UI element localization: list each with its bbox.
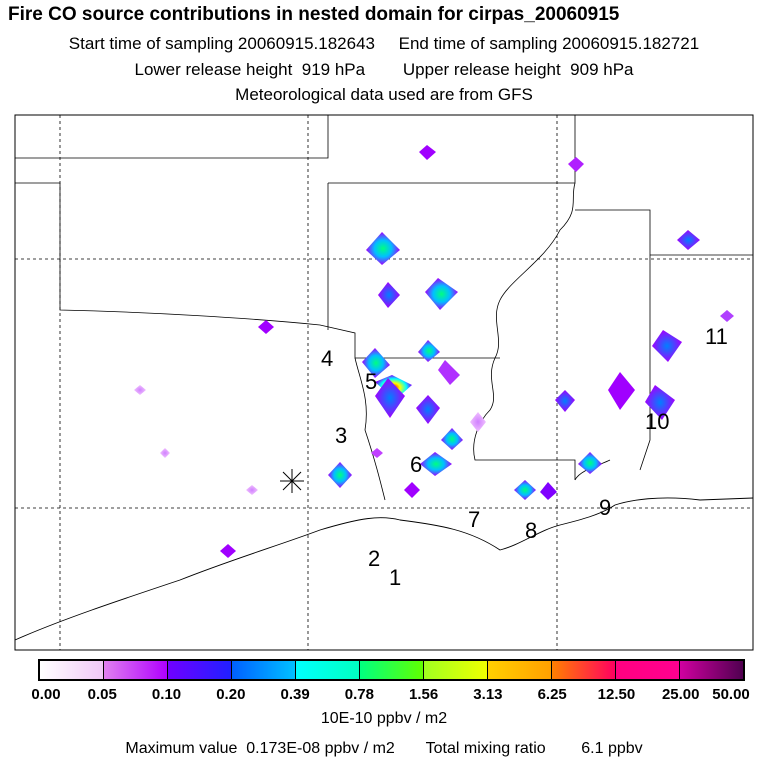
colorbar-segment xyxy=(40,661,104,679)
colorbar-tick-label: 0.10 xyxy=(151,686,182,703)
source-label: 11 xyxy=(705,324,728,349)
source-label: 10 xyxy=(645,409,669,434)
colorbar-segment xyxy=(232,661,296,679)
source-label: 5 xyxy=(365,369,377,394)
colorbar-tick-label: 0.00 xyxy=(31,686,61,703)
colorbar-tick-label: 50.00 xyxy=(712,686,750,703)
colorbar-tick-label: 0.39 xyxy=(280,686,310,703)
summary-stats: Maximum value 0.173E-08 ppbv / m2 Total … xyxy=(125,740,643,757)
source-label: 8 xyxy=(525,518,537,543)
colorbar-tick-label: 0.20 xyxy=(216,686,246,703)
plot-title: Fire CO source contributions in nested d… xyxy=(8,4,620,25)
fire-plumes xyxy=(134,145,734,558)
colorbar-tick-label: 0.05 xyxy=(87,686,117,703)
colorbar-segment xyxy=(360,661,424,679)
colorbar xyxy=(38,659,745,681)
colorbar-tick-label: 12.50 xyxy=(597,686,636,703)
source-label: 7 xyxy=(468,507,480,532)
colorbar-segment xyxy=(424,661,488,679)
met-source: Meteorological data used are from GFS xyxy=(235,85,533,104)
colorbar-segment xyxy=(168,661,232,679)
colorbar-segment xyxy=(680,661,743,679)
source-label: 3 xyxy=(335,423,347,448)
colorbar-tick-label: 25.00 xyxy=(661,686,700,703)
receptor-marker xyxy=(280,469,304,493)
source-label: 9 xyxy=(599,495,611,520)
source-label: 2 xyxy=(368,546,380,571)
source-label: 4 xyxy=(321,346,333,371)
source-labels: 1 2 3 4 5 6 7 8 9 10 11 xyxy=(321,324,728,590)
colorbar-tick-label: 0.78 xyxy=(344,686,374,703)
state-borders xyxy=(15,115,753,501)
sampling-times: Start time of sampling 20060915.182643 E… xyxy=(68,34,700,53)
colorbar-units: 10E-10 ppbv / m2 xyxy=(320,710,448,727)
colorbar-segment xyxy=(488,661,552,679)
colorbar-segment xyxy=(616,661,680,679)
map-frame xyxy=(14,114,754,651)
colorbar-tick-label: 3.13 xyxy=(473,686,503,703)
colorbar-tick-label: 6.25 xyxy=(537,686,567,703)
colorbar-segment xyxy=(104,661,168,679)
release-heights: Lower release height 919 hPa Upper relea… xyxy=(134,60,634,79)
source-label: 6 xyxy=(410,452,422,477)
coastline xyxy=(14,497,754,641)
colorbar-tick-label: 1.56 xyxy=(409,686,439,703)
colorbar-segment xyxy=(552,661,616,679)
source-label: 1 xyxy=(389,565,401,590)
colorbar-segment xyxy=(296,661,360,679)
